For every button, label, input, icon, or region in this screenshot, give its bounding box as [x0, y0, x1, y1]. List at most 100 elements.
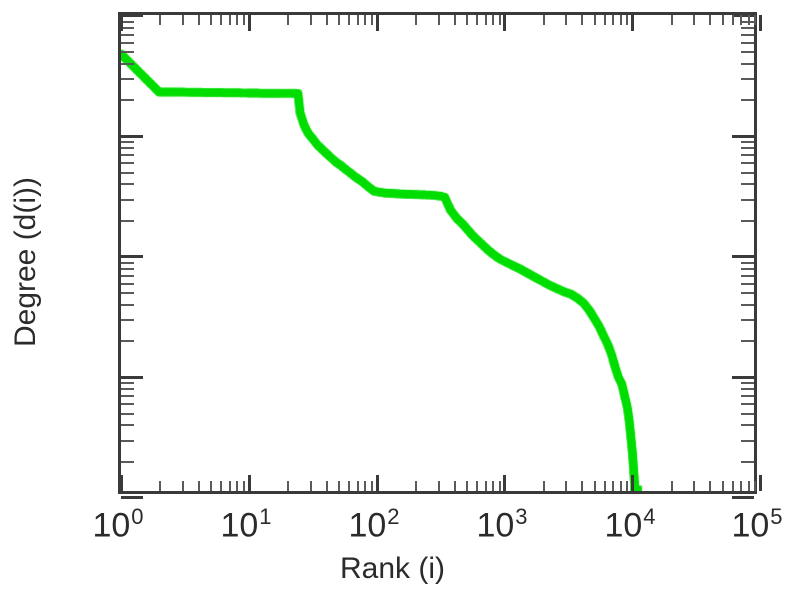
x-ticklabel-exponent: 0 — [131, 504, 144, 529]
x-axis-minor-tick — [670, 481, 673, 491]
y-axis-minor-tick — [121, 460, 134, 463]
x-axis-minor-tick-mirror — [492, 15, 494, 25]
x-ticklabel-mantissa: 10 — [92, 506, 131, 545]
x-ticklabel-exponent: 4 — [643, 504, 656, 529]
x-axis-minor-tick-mirror — [740, 15, 743, 25]
x-axis-minor-tick — [747, 481, 750, 491]
x-axis-minor-tick — [754, 481, 757, 491]
x-axis-minor-tick-mirror — [731, 15, 734, 25]
y-axis-minor-tick — [121, 147, 134, 150]
x-axis-minor-tick — [181, 481, 184, 491]
x-axis-minor-tick — [356, 481, 359, 491]
x-axis-minor-tick-mirror — [709, 15, 712, 25]
x-axis-minor-tick — [498, 481, 501, 491]
x-axis-minor-tick — [338, 481, 341, 491]
x-axis-minor-tick — [325, 481, 328, 491]
y-axis-minor-tick-mirror — [741, 33, 754, 36]
y-axis-major-tick-mirror — [732, 255, 754, 258]
y-axis-minor-tick-mirror — [741, 412, 754, 415]
x-axis-minor-tick-mirror — [670, 15, 673, 25]
x-ticklabel-1e3: 103 — [442, 504, 562, 543]
x-ticklabel-1e4: 104 — [570, 504, 690, 543]
y-axis-minor-tick-mirror — [741, 183, 754, 186]
y-axis-minor-tick-mirror — [741, 26, 754, 29]
x-axis-minor-tick — [542, 481, 545, 491]
y-axis-minor-tick-mirror — [741, 154, 754, 157]
y-axis-minor-tick — [121, 267, 134, 270]
x-axis-minor-tick-mirror — [612, 15, 615, 25]
y-axis-major-tick — [121, 496, 143, 499]
y-axis-minor-tick — [121, 20, 134, 23]
x-axis-minor-tick-mirror — [220, 15, 223, 25]
x-axis-minor-tick — [229, 481, 231, 491]
y-axis-major-tick-mirror — [732, 14, 754, 17]
x-axis-minor-tick-mirror — [498, 15, 501, 25]
y-axis-minor-tick-mirror — [741, 460, 754, 463]
y-axis-minor-tick-mirror — [741, 439, 754, 442]
x-axis-minor-tick-mirror — [437, 15, 440, 25]
x-axis-minor-tick-mirror — [338, 15, 341, 25]
x-axis-minor-tick-mirror — [229, 15, 231, 25]
x-axis-minor-tick-mirror — [721, 15, 724, 25]
y-axis-minor-tick — [121, 261, 134, 264]
y-axis-minor-tick — [121, 303, 134, 306]
y-axis-minor-tick — [121, 274, 134, 277]
x-ticklabel-exponent: 2 — [387, 504, 400, 529]
y-axis-minor-tick — [121, 78, 134, 80]
x-axis-major-tick — [120, 475, 123, 491]
y-axis-minor-tick — [121, 62, 134, 65]
y-axis-minor-tick-mirror — [741, 41, 754, 44]
x-axis-minor-tick — [619, 481, 622, 491]
x-axis-minor-tick-mirror — [593, 15, 596, 25]
x-axis-minor-tick-mirror — [364, 15, 367, 25]
x-axis-minor-tick — [287, 481, 290, 491]
x-axis-minor-tick-mirror — [181, 15, 184, 25]
x-axis-minor-tick-mirror — [415, 15, 418, 25]
y-axis-minor-tick-mirror — [741, 62, 754, 65]
y-axis-minor-tick-mirror — [741, 382, 754, 384]
x-axis-minor-tick-mirror — [309, 15, 312, 25]
y-axis-minor-tick-mirror — [741, 267, 754, 270]
y-axis-minor-tick-mirror — [741, 403, 754, 406]
x-axis-minor-tick-mirror — [242, 15, 245, 25]
y-axis-minor-tick — [121, 33, 134, 36]
x-axis-minor-tick-mirror — [626, 15, 629, 25]
x-axis-minor-tick — [465, 481, 468, 491]
y-axis-minor-tick — [121, 99, 134, 102]
x-axis-minor-tick-mirror — [476, 15, 479, 25]
x-ticklabel-mantissa: 10 — [220, 506, 259, 545]
y-axis-minor-tick-mirror — [741, 303, 754, 306]
x-axis-minor-tick — [740, 481, 743, 491]
x-axis-minor-tick — [453, 481, 456, 491]
x-ticklabel-exponent: 1 — [259, 504, 272, 529]
y-axis-minor-tick-mirror — [741, 340, 754, 343]
y-axis-minor-tick-mirror — [741, 424, 754, 427]
x-axis-minor-tick — [210, 481, 213, 491]
x-axis-minor-tick-mirror — [236, 15, 239, 25]
x-ticklabel-exponent: 3 — [515, 504, 528, 529]
y-axis-minor-tick — [121, 219, 134, 222]
y-axis-minor-tick — [121, 382, 134, 384]
x-axis-minor-tick — [612, 481, 615, 491]
y-axis-major-tick — [121, 14, 143, 17]
y-axis-minor-tick — [121, 412, 134, 415]
x-axis-major-tick-mirror — [631, 15, 635, 31]
y-axis-minor-tick-mirror — [741, 78, 754, 80]
y-axis-minor-tick — [121, 424, 134, 427]
x-axis-minor-tick — [242, 481, 245, 491]
x-axis-minor-tick-mirror — [565, 15, 568, 25]
x-axis-major-tick-mirror — [375, 15, 379, 31]
x-axis-minor-tick — [370, 481, 373, 491]
x-axis-major-tick — [375, 475, 379, 491]
y-axis-minor-tick — [121, 51, 134, 54]
x-axis-major-tick — [631, 475, 635, 491]
x-axis-minor-tick — [348, 481, 351, 491]
x-axis-minor-tick — [603, 481, 606, 491]
x-axis-minor-tick — [626, 481, 629, 491]
x-axis-minor-tick-mirror — [197, 15, 200, 25]
y-axis-minor-tick — [121, 198, 134, 201]
x-axis-minor-tick — [484, 481, 487, 491]
y-axis-minor-tick-mirror — [741, 99, 754, 102]
y-axis-major-tick — [121, 255, 143, 258]
